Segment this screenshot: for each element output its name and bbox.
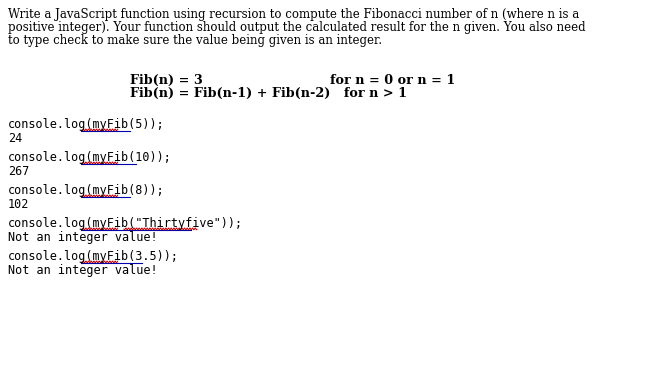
Text: console.log(myFib(3.5));: console.log(myFib(3.5)); (8, 250, 179, 263)
Text: console.log(myFib(5));: console.log(myFib(5)); (8, 118, 164, 131)
Text: Not an integer value!: Not an integer value! (8, 231, 158, 244)
Text: console.log(myFib(10));: console.log(myFib(10)); (8, 151, 172, 164)
Text: Fib(n) = 3: Fib(n) = 3 (130, 74, 203, 87)
Text: Fib(n) = Fib(n-1) + Fib(n-2)   for n > 1: Fib(n) = Fib(n-1) + Fib(n-2) for n > 1 (130, 87, 407, 100)
Text: Not an integer value!: Not an integer value! (8, 264, 158, 277)
Text: console.log(myFib(8));: console.log(myFib(8)); (8, 184, 164, 197)
Text: positive integer). Your function should output the calculated result for the n g: positive integer). Your function should … (8, 21, 586, 34)
Text: 24: 24 (8, 132, 22, 145)
Text: Write a JavaScript function using recursion to compute the Fibonacci number of n: Write a JavaScript function using recurs… (8, 8, 579, 21)
Text: to type check to make sure the value being given is an integer.: to type check to make sure the value bei… (8, 34, 382, 47)
Text: 267: 267 (8, 165, 30, 178)
Text: 102: 102 (8, 198, 30, 211)
Text: console.log(myFib("Thirtyfive"));: console.log(myFib("Thirtyfive")); (8, 217, 243, 230)
Text: for n = 0 or n = 1: for n = 0 or n = 1 (330, 74, 455, 87)
